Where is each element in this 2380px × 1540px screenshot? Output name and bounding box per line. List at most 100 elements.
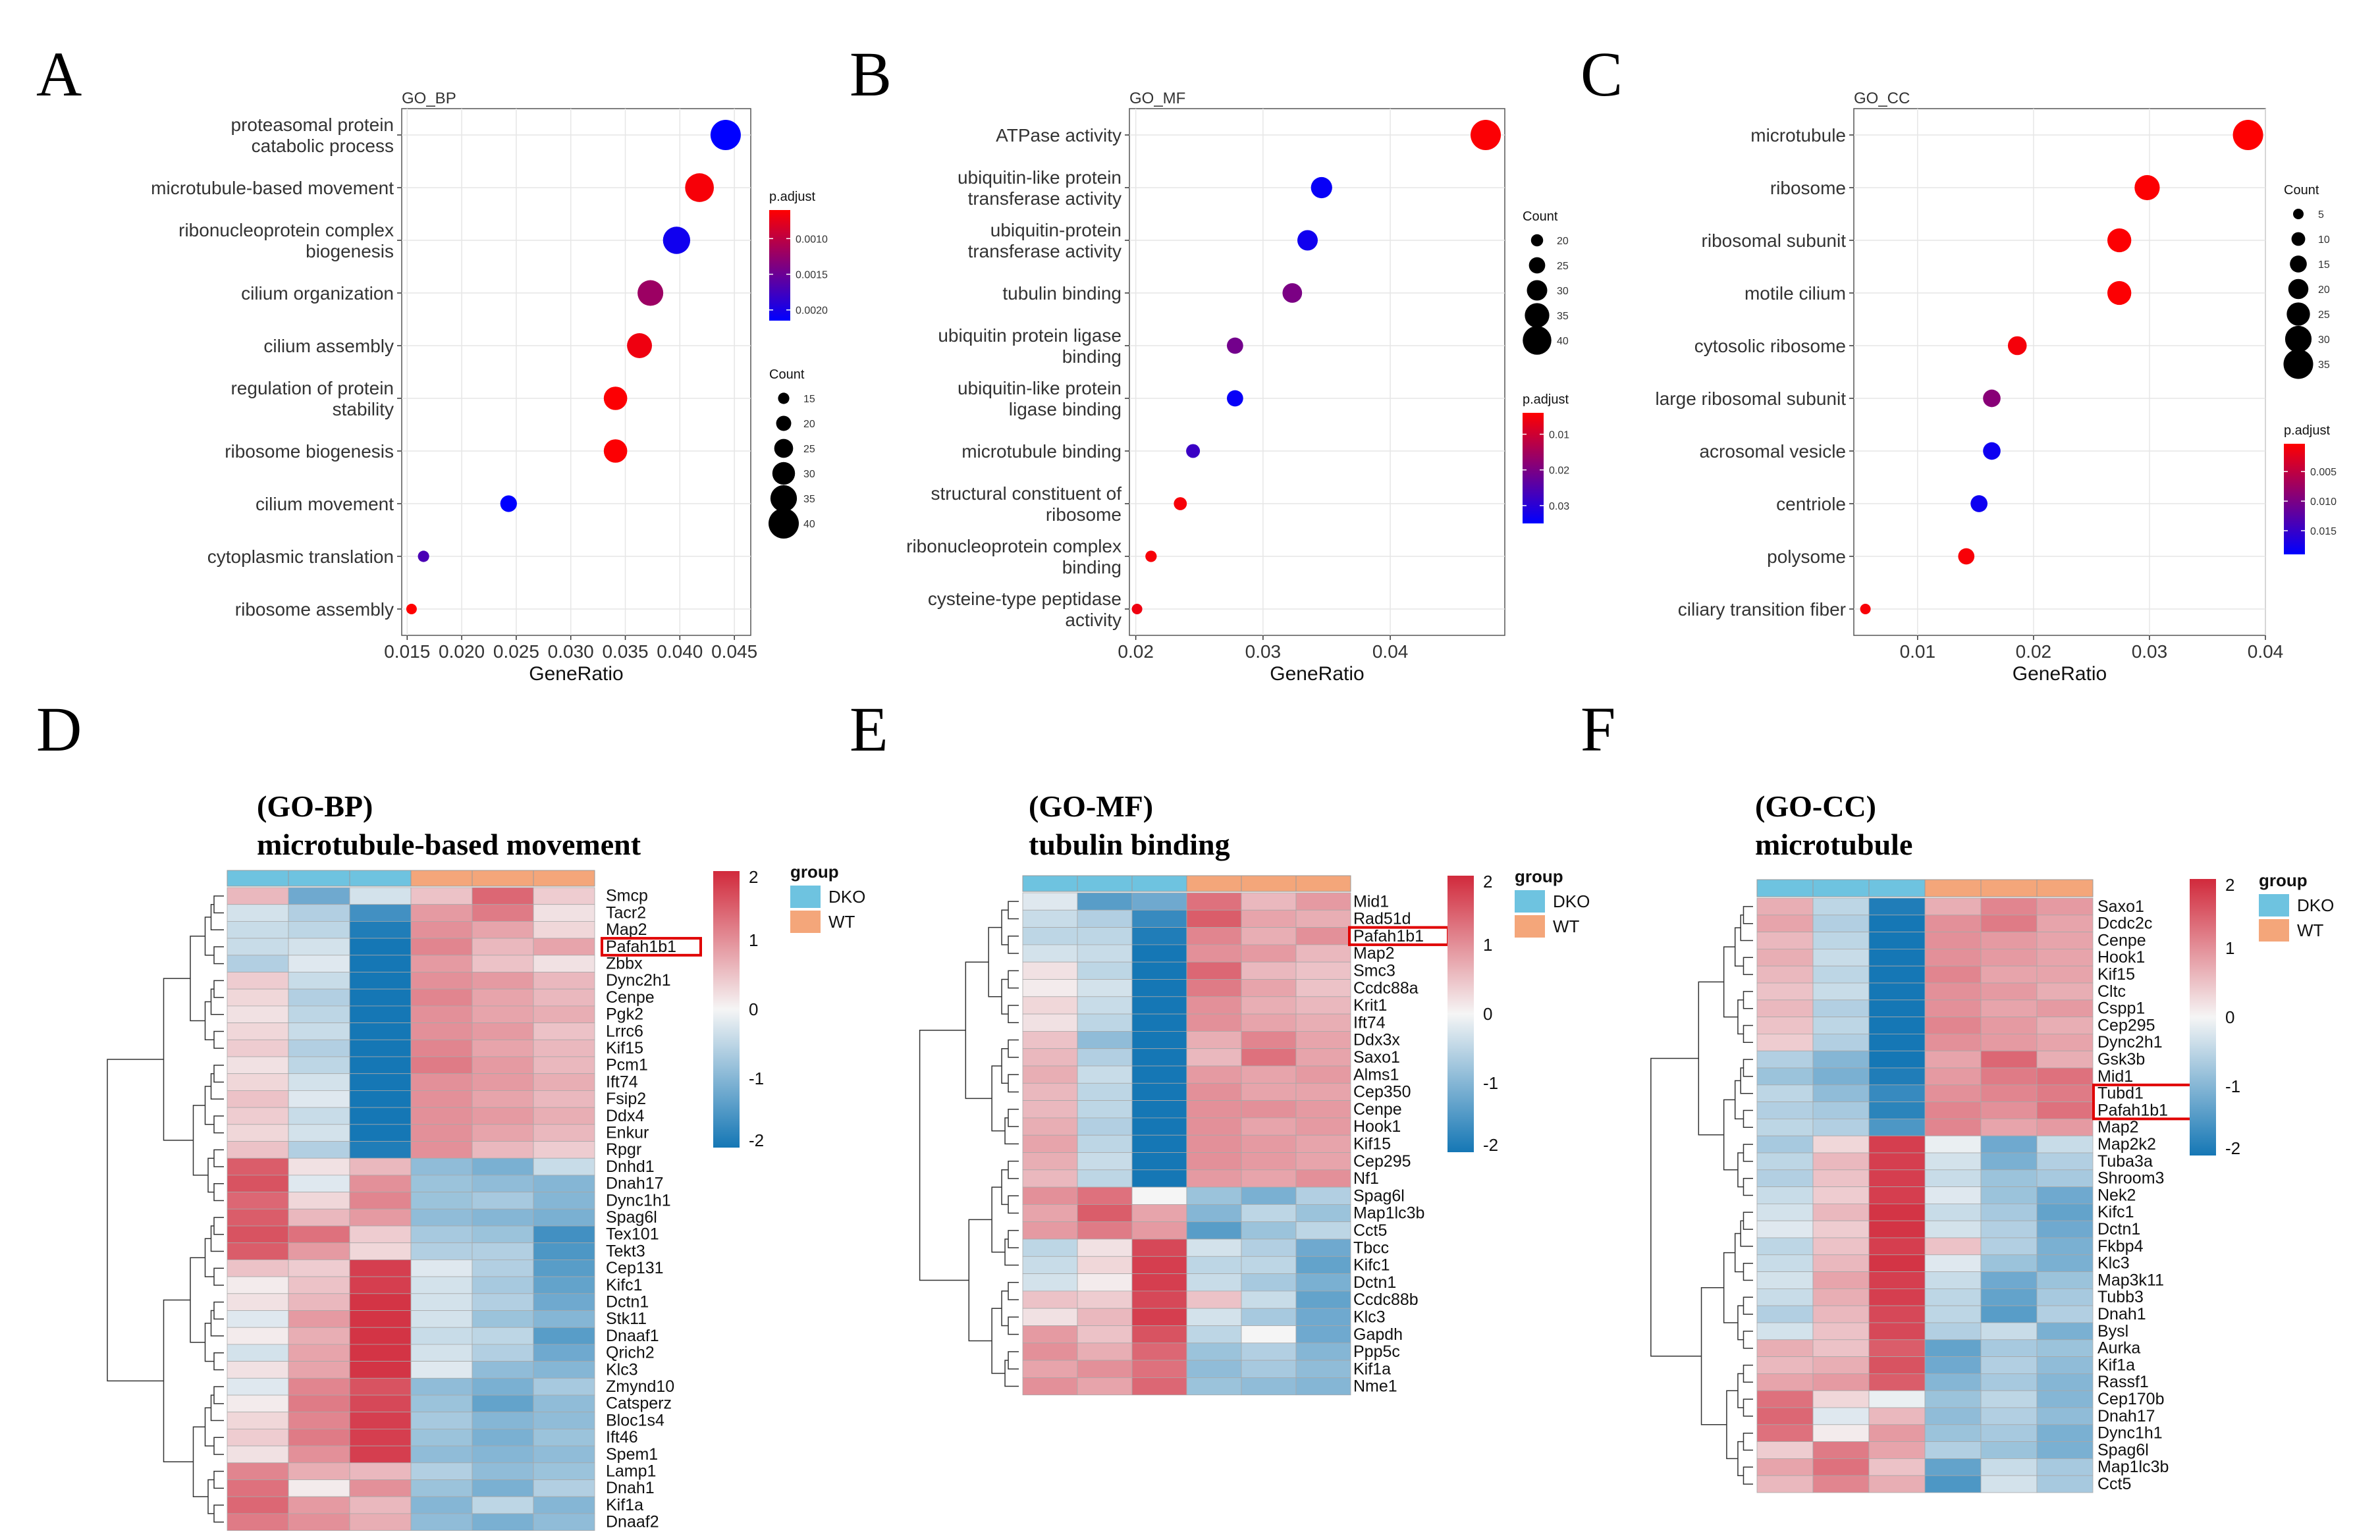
heatmap-cell: [349, 1462, 412, 1480]
heatmap-cell: [288, 938, 350, 956]
dot-marker: [1958, 548, 1975, 565]
heatmap-cell: [1980, 1441, 2038, 1459]
heatmap-cell: [349, 1276, 412, 1294]
heatmap-cell: [1186, 927, 1242, 945]
heatmap-cell: [533, 1175, 595, 1193]
dot-marker: [1174, 497, 1187, 510]
heatmap-cell: [1241, 979, 1297, 997]
group-annotation-cell: [1022, 875, 1078, 892]
heatmap-cell: [1295, 1082, 1351, 1102]
heatmap-cell: [1186, 1169, 1242, 1188]
heatmap-cell: [1812, 1237, 1870, 1256]
heatmap-cell: [1186, 979, 1242, 997]
x-axis-title: GeneRatio: [2013, 663, 2107, 685]
chart-title: GO_MF: [1129, 90, 1185, 107]
x-tick-label: 0.045: [711, 641, 757, 662]
heatmap-cell: [533, 1141, 595, 1159]
gene-label: Lamp1: [606, 1462, 656, 1481]
heatmap-cell: [288, 1107, 350, 1125]
gene-label: Dctn1: [1353, 1273, 1396, 1292]
heatmap-cell: [227, 1445, 289, 1464]
heatmap-cell: [227, 1073, 289, 1091]
heatmap-cell: [1131, 944, 1187, 963]
heatmap-cell: [472, 1496, 534, 1514]
heatmap-cell: [227, 938, 289, 956]
heatmap-cell: [1868, 932, 1926, 949]
gene-label: Cep295: [2097, 1016, 2155, 1034]
gene-label: Kif1a: [606, 1496, 643, 1514]
heatmap-cell: [472, 1513, 534, 1531]
heatmap-cell: [1924, 1186, 1982, 1204]
heatmap-cell: [2036, 1067, 2094, 1086]
group-annotation-cell: [533, 870, 595, 887]
heatmap-cell: [472, 1428, 534, 1447]
heatmap-cell: [227, 1225, 289, 1244]
heatmap-cell: [1186, 1065, 1242, 1084]
heatmap-cell: [2036, 1254, 2094, 1273]
heatmap-cell: [227, 1175, 289, 1193]
group-annotation-cell: [1980, 879, 2038, 897]
size-legend-label: 40: [803, 519, 815, 530]
dot-marker: [406, 604, 417, 614]
dot-marker: [500, 495, 517, 512]
heatmap-cell: [1924, 1254, 1982, 1273]
dot-marker: [1186, 444, 1201, 458]
size-legend-label: 35: [803, 494, 815, 505]
heatmap-cell: [2036, 1204, 2094, 1221]
dotplot-go-bp: GO_BP 0.015 0.020 0.025 0.030 0.035 0.040 0.045…: [151, 90, 828, 685]
heatmap-cell: [227, 1005, 289, 1024]
size-legend-label: 10: [2318, 234, 2330, 246]
color-legend-title: p.adjust: [769, 190, 815, 204]
heatmap-legend-label: -2: [2225, 1138, 2240, 1158]
group-annotation-cell: [1756, 879, 1814, 897]
size-legend-label: 15: [2318, 259, 2330, 271]
size-legend-title: Count: [1523, 209, 1558, 224]
heatmap-cell: [1812, 1204, 1870, 1221]
color-legend-label: 0.02: [1549, 465, 1569, 477]
gene-label: Map1lc3b: [1353, 1204, 1424, 1223]
heatmap-cell: [472, 921, 534, 939]
heatmap-cell: [1868, 999, 1926, 1018]
heatmap-cell: [533, 955, 595, 972]
gene-label: Ift74: [1353, 1013, 1386, 1032]
gene-label: Saxo1: [1353, 1048, 1400, 1067]
heatmap-cell: [1077, 1273, 1133, 1292]
term-label: motile cilium: [1744, 283, 1846, 304]
heatmap-cell: [349, 1157, 412, 1176]
heatmap-cell: [1924, 1152, 1982, 1171]
panel-letter-c: C: [1581, 39, 1623, 109]
heatmap-cell: [410, 938, 473, 956]
heatmap-cell: [533, 1496, 595, 1514]
heatmap-cell: [1295, 1186, 1351, 1205]
heatmap-cell: [2036, 1322, 2094, 1341]
heatmap-cell: [349, 1073, 412, 1091]
dendrogram-link: [1700, 1287, 1727, 1425]
heatmap-cell: [1812, 949, 1870, 967]
heatmap-cell: [472, 1276, 534, 1294]
gene-label: Klc3: [2097, 1254, 2130, 1273]
x-tick-label: 0.025: [493, 641, 539, 662]
heatmap-cell: [472, 1260, 534, 1277]
color-legend-bar: [2284, 444, 2305, 554]
heatmap-title-line1: (GO-CC): [1755, 789, 1876, 823]
heatmap-cell: [1980, 1237, 2038, 1256]
heatmap-cell: [1022, 1221, 1078, 1240]
heatmap-cell: [1756, 1237, 1814, 1256]
gene-label: Cltc: [2097, 982, 2126, 1001]
heatmap-cell: [1241, 1186, 1297, 1205]
x-tick-label: 0.03: [2132, 641, 2168, 662]
heatmap-cell: [288, 1157, 350, 1176]
dendrogram-link: [1743, 1466, 1753, 1485]
heatmap-cell: [1868, 1339, 1926, 1358]
heatmap-cell: [288, 1513, 350, 1531]
size-legend-label: 35: [2318, 359, 2330, 371]
heatmap-cell: [1980, 1119, 2038, 1136]
group-legend-title: group: [2259, 870, 2308, 890]
heatmap-cell: [410, 1260, 473, 1277]
heatmap-cell: [533, 938, 595, 956]
heatmap-cell: [227, 1124, 289, 1142]
heatmap-cell: [349, 1260, 412, 1277]
term-label: ciliary transition fiber: [1678, 599, 1846, 620]
heatmap-cell: [1924, 1169, 1982, 1188]
heatmap-cell: [410, 988, 473, 1007]
